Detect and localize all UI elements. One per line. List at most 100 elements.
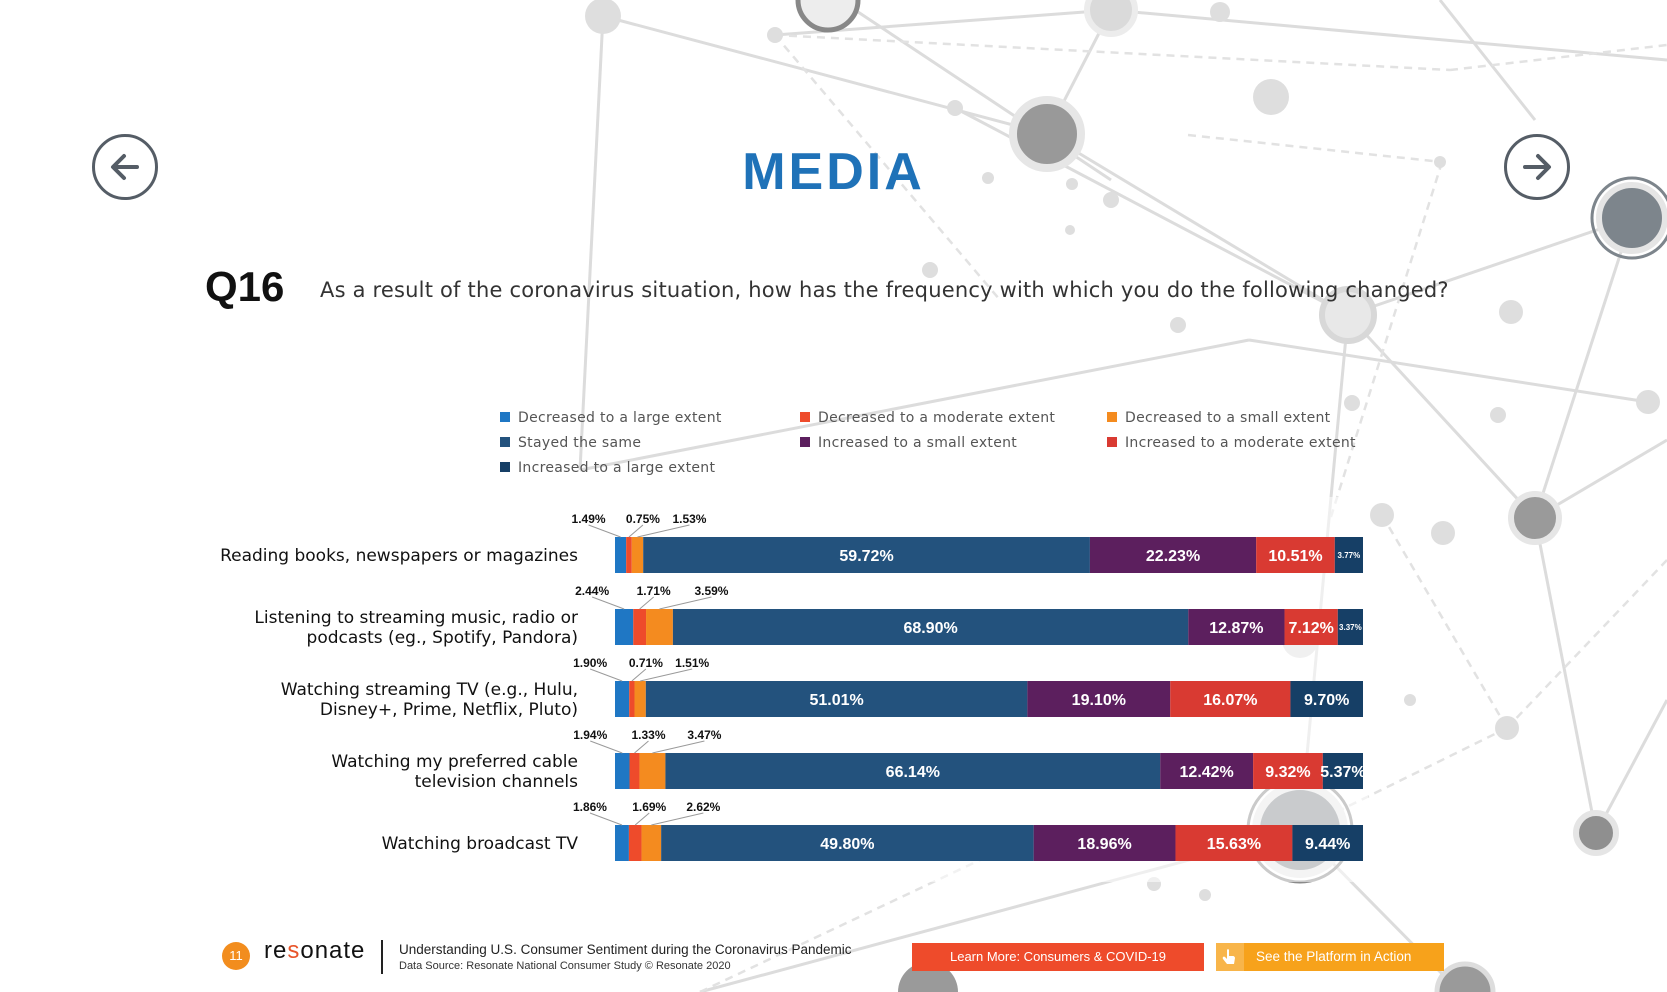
bar-segment <box>1256 537 1335 573</box>
data-label: 1.53% <box>672 512 706 526</box>
data-label: 1.69% <box>632 800 666 814</box>
bar-segment <box>1089 537 1257 573</box>
bar-segment <box>646 609 673 645</box>
bar-segment <box>661 825 1034 861</box>
bar-segment <box>628 825 642 861</box>
footer-title: Understanding U.S. Consumer Sentiment du… <box>399 942 852 957</box>
bar-segment <box>1322 753 1363 789</box>
data-label: 1.86% <box>573 800 607 814</box>
label-leader <box>639 596 654 610</box>
legend-swatch <box>800 437 810 447</box>
data-label: 1.94% <box>573 728 607 742</box>
data-label: 1.90% <box>573 656 607 670</box>
bar-segment <box>1292 825 1363 861</box>
legend-item: Stayed the same <box>500 435 641 451</box>
bar-segment <box>1160 753 1254 789</box>
legend-swatch <box>500 462 510 472</box>
data-label: 3.59% <box>694 584 728 598</box>
bar-segment <box>639 753 666 789</box>
arrow-left-icon <box>111 154 139 180</box>
page-number-badge: 11 <box>222 942 250 970</box>
question-text: As a result of the coronavirus situation… <box>320 278 1449 302</box>
legend-item: Increased to a large extent <box>500 460 715 476</box>
question-number: Q16 <box>205 263 285 310</box>
label-leader <box>640 668 693 682</box>
legend-label: Decreased to a small extent <box>1125 410 1331 426</box>
next-page-button[interactable] <box>1504 134 1570 200</box>
bar-segment <box>641 825 662 861</box>
data-label: 0.71% <box>629 656 663 670</box>
data-label: 16.07% <box>1203 692 1257 709</box>
legend-item: Increased to a small extent <box>800 435 1017 451</box>
data-label: 10.51% <box>1268 548 1322 565</box>
bar-segment <box>1334 537 1363 573</box>
data-label: 7.12% <box>1288 620 1333 637</box>
hand-pointer-icon <box>1216 943 1244 971</box>
data-label: 18.96% <box>1077 836 1131 853</box>
legend-label: Increased to a large extent <box>518 460 716 476</box>
label-leader <box>659 596 712 610</box>
data-label: 12.42% <box>1180 764 1234 781</box>
bar-segment <box>1337 609 1363 645</box>
data-label: 9.32% <box>1265 764 1310 781</box>
data-label: 68.90% <box>903 620 957 637</box>
label-leader <box>628 524 644 538</box>
previous-page-button[interactable] <box>92 134 158 200</box>
data-label: 1.33% <box>631 728 665 742</box>
label-leader <box>591 596 625 610</box>
bar-segment <box>615 537 627 573</box>
bar-segment <box>615 753 630 789</box>
label-leader <box>590 740 623 754</box>
data-label: 51.01% <box>809 692 863 709</box>
footer-divider <box>381 940 383 974</box>
data-label: 5.37% <box>1320 764 1365 781</box>
bar-segment <box>1253 753 1323 789</box>
bar-segment <box>631 537 644 573</box>
data-label: 19.10% <box>1072 692 1126 709</box>
data-label: 66.14% <box>886 764 940 781</box>
bar-segment <box>1290 681 1363 717</box>
bar-segment <box>665 753 1161 789</box>
label-leader <box>589 812 623 826</box>
category-label: Watching my preferred cable television ch… <box>331 752 578 792</box>
bar-segment <box>634 681 646 717</box>
category-label: Listening to streaming music, radio or po… <box>254 608 578 648</box>
label-leader <box>634 740 649 754</box>
bar-segment <box>1033 825 1176 861</box>
bar-segment <box>615 681 630 717</box>
data-label: 0.75% <box>626 512 660 526</box>
bar-segment <box>626 537 632 573</box>
legend-label: Stayed the same <box>518 435 642 451</box>
bar-segment <box>1027 681 1171 717</box>
data-label: 59.72% <box>839 548 893 565</box>
category-label: Watching broadcast TV <box>382 834 579 854</box>
data-label: 9.70% <box>1304 692 1349 709</box>
legend-item: Decreased to a large extent <box>500 410 722 426</box>
footer-source: Data Source: Resonate National Consumer … <box>399 960 731 972</box>
legend-swatch <box>500 437 510 447</box>
label-leader <box>589 668 623 682</box>
data-label: 3.37% <box>1339 623 1362 632</box>
platform-demo-button[interactable]: See the Platform in Action <box>1216 943 1444 971</box>
platform-button-label: See the Platform in Action <box>1256 949 1412 964</box>
legend-label: Decreased to a moderate extent <box>818 410 1056 426</box>
legend-item: Increased to a moderate extent <box>1107 435 1356 451</box>
label-leader <box>651 812 704 826</box>
bar-segment <box>643 537 1090 573</box>
legend-swatch <box>1107 412 1117 422</box>
bar-segment <box>1170 681 1291 717</box>
data-label: 12.87% <box>1209 620 1263 637</box>
data-label: 2.62% <box>686 800 720 814</box>
bar-segment <box>1175 825 1293 861</box>
label-leader <box>652 740 705 754</box>
resonate-logo: resonate <box>264 937 366 964</box>
bar-segment <box>645 681 1028 717</box>
data-label: 9.44% <box>1305 836 1350 853</box>
learn-more-button[interactable]: Learn More: Consumers & COVID-19 <box>912 943 1204 971</box>
legend-swatch <box>1107 437 1117 447</box>
page-title: MEDIA <box>742 143 925 201</box>
legend-swatch <box>500 412 510 422</box>
bar-segment <box>1284 609 1338 645</box>
category-label: Watching streaming TV (e.g., Hulu, Disney… <box>281 680 578 720</box>
label-leader <box>588 524 621 538</box>
